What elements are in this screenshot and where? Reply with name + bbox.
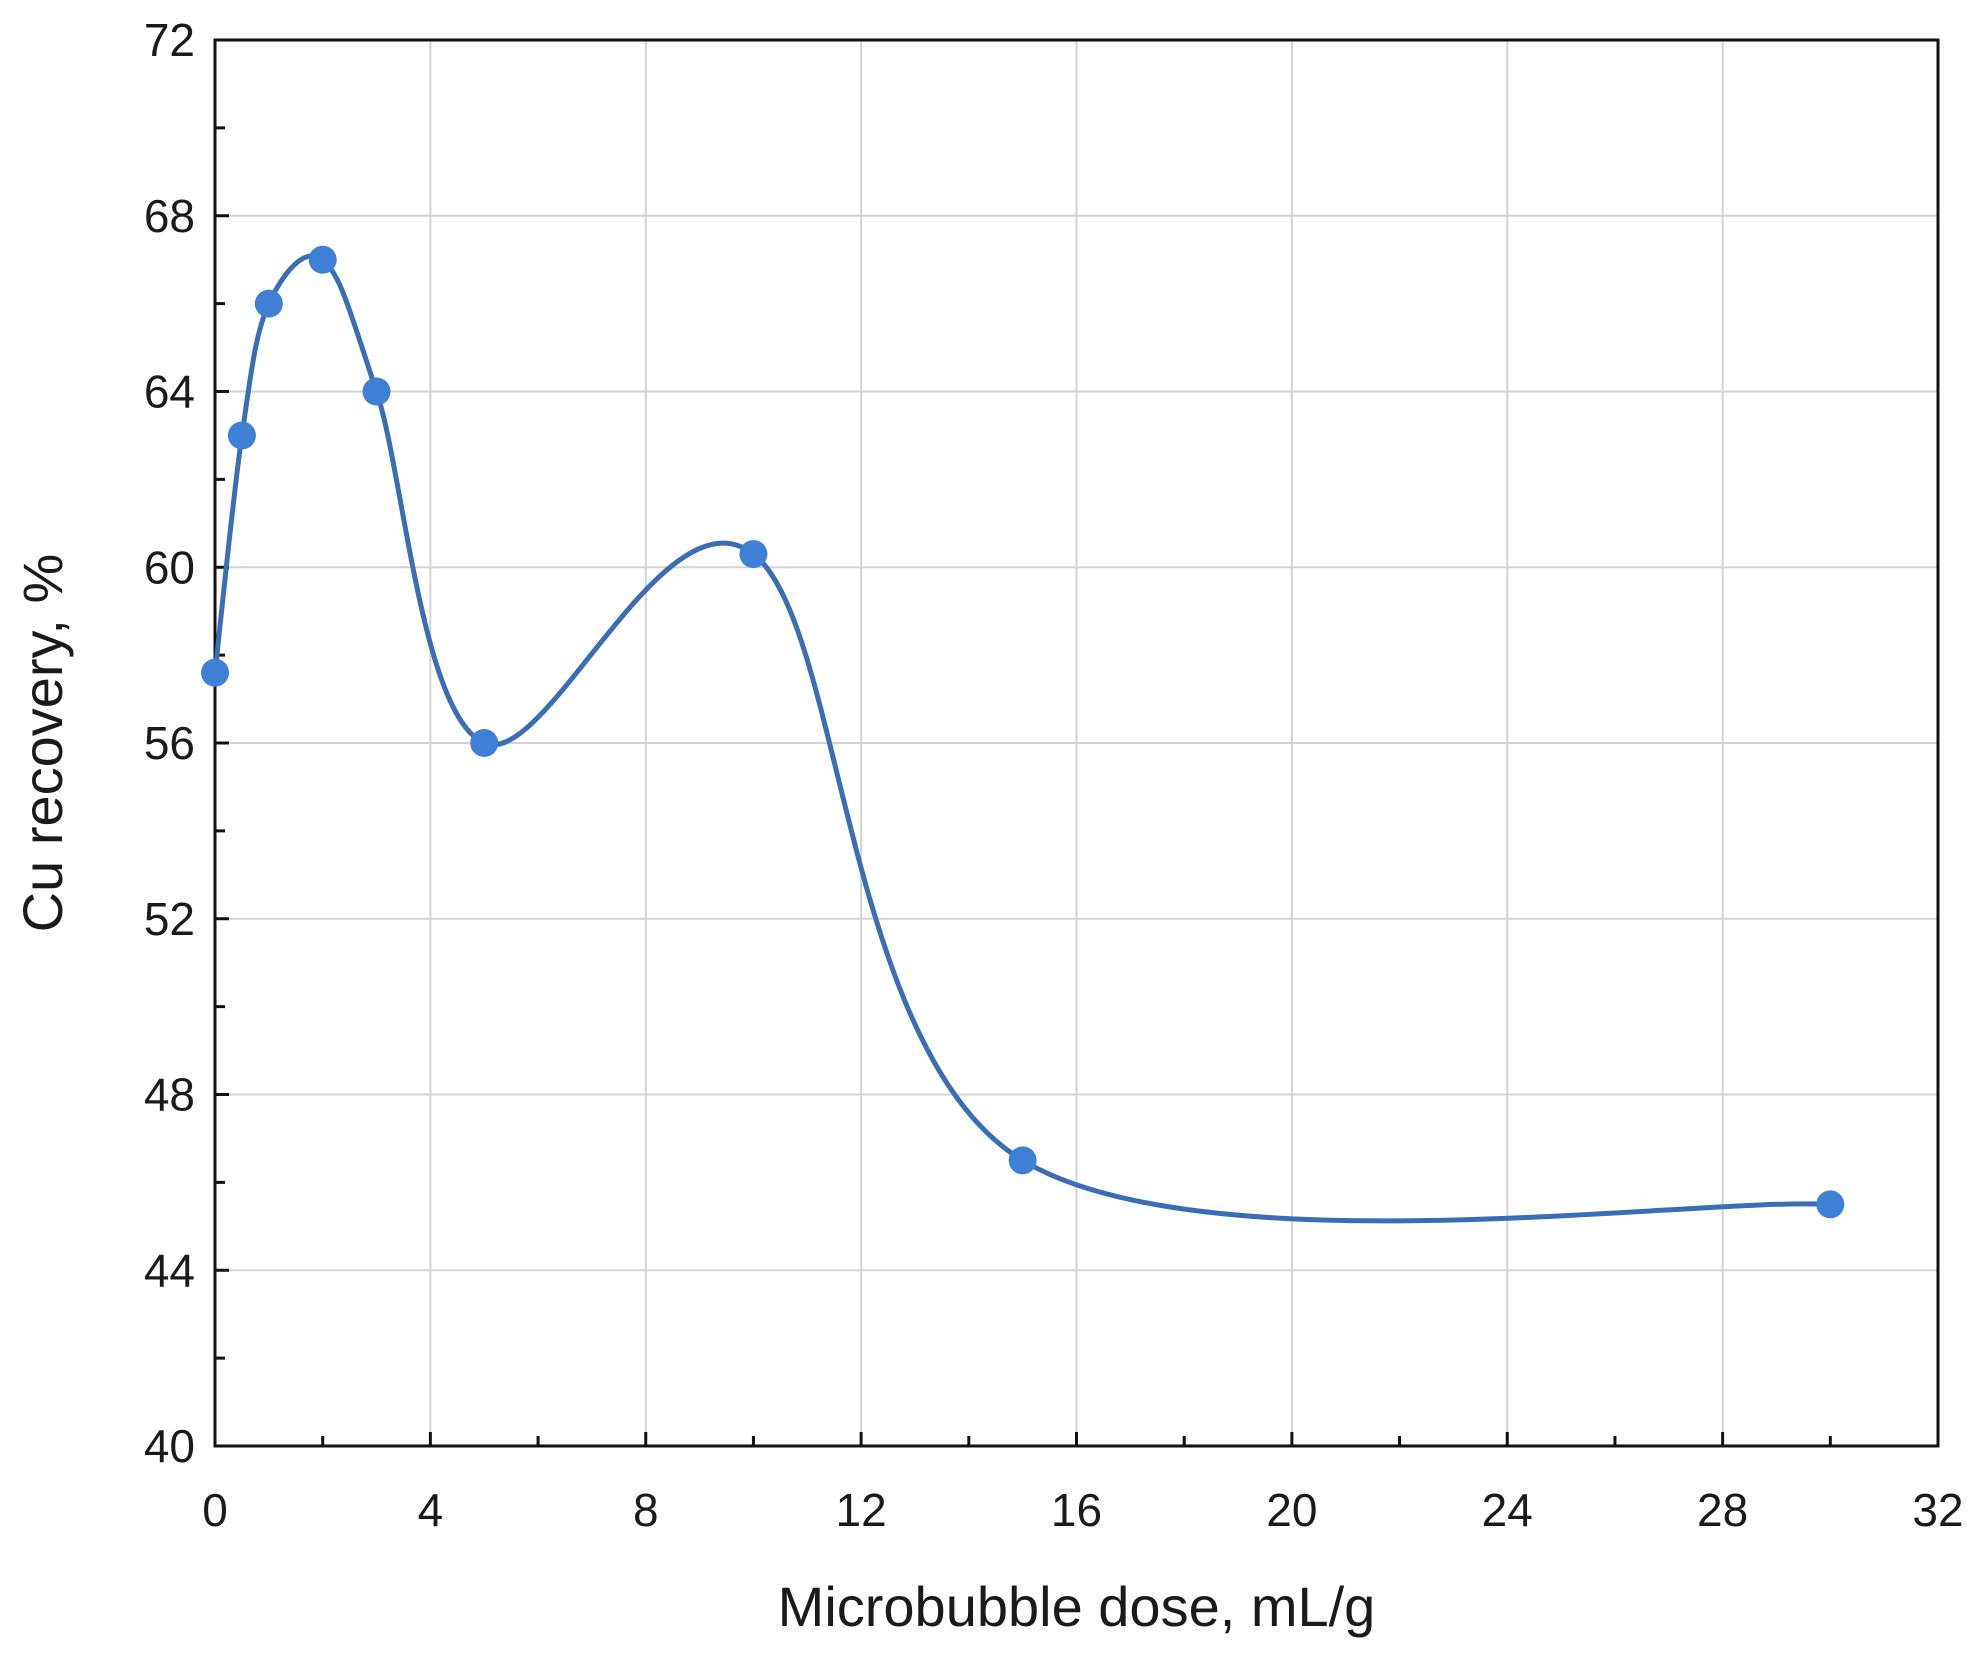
y-tick-label: 48 bbox=[144, 1069, 195, 1121]
x-tick-label: 24 bbox=[1482, 1484, 1533, 1536]
y-tick-label: 64 bbox=[144, 366, 195, 418]
y-tick-label: 60 bbox=[144, 541, 195, 593]
y-tick-label: 56 bbox=[144, 717, 195, 769]
y-tick-label: 72 bbox=[144, 14, 195, 66]
data-point bbox=[254, 289, 283, 318]
x-tick-label: 28 bbox=[1697, 1484, 1748, 1536]
x-tick-label: 4 bbox=[418, 1484, 444, 1536]
y-tick-label: 68 bbox=[144, 190, 195, 242]
y-tick-label: 40 bbox=[144, 1420, 195, 1472]
x-tick-label: 12 bbox=[836, 1484, 887, 1536]
x-tick-label: 16 bbox=[1051, 1484, 1102, 1536]
x-axis-title: Microbubble dose, mL/g bbox=[778, 1575, 1376, 1638]
x-tick-label: 32 bbox=[1912, 1484, 1963, 1536]
series-line bbox=[212, 253, 1831, 1224]
x-tick-label: 20 bbox=[1266, 1484, 1317, 1536]
data-point bbox=[227, 421, 256, 450]
data-point bbox=[362, 377, 391, 406]
x-tick-label: 8 bbox=[633, 1484, 659, 1536]
data-point bbox=[1816, 1190, 1845, 1219]
y-tick-label: 52 bbox=[144, 893, 195, 945]
x-tick-label: 0 bbox=[202, 1484, 228, 1536]
data-point bbox=[1008, 1146, 1037, 1175]
data-point bbox=[201, 658, 229, 687]
y-tick-label: 44 bbox=[144, 1244, 195, 1296]
series bbox=[201, 245, 1845, 1224]
y-axis-title: Cu recovery, % bbox=[11, 554, 74, 933]
axes bbox=[213, 38, 1940, 1448]
data-point bbox=[308, 245, 337, 274]
data-point bbox=[470, 729, 499, 757]
data-point bbox=[739, 540, 768, 569]
